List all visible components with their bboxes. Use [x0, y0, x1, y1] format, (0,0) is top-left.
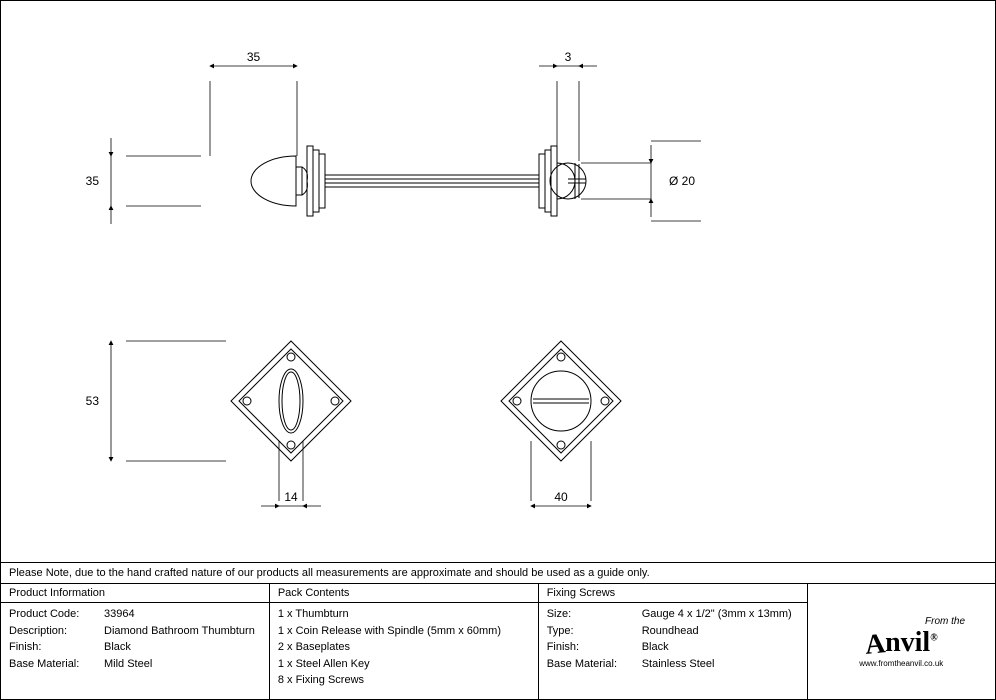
info-label: Finish: — [9, 639, 104, 656]
info-label: Type: — [547, 623, 642, 640]
pack-item: 8 x Fixing Screws — [278, 672, 530, 689]
product-info-col: Product Information Product Code:33964De… — [1, 584, 270, 699]
info-value: Black — [104, 639, 131, 656]
logo-pretext: From the — [925, 616, 965, 627]
info-row: Base Material:Stainless Steel — [547, 656, 799, 673]
info-row: Description:Diamond Bathroom Thumbturn — [9, 623, 261, 640]
drawing-sheet: 35 3 35 Ø 20 53 14 40 Please Note, due to the … — [0, 0, 996, 700]
info-label: Base Material: — [9, 656, 104, 673]
info-value: 33964 — [104, 606, 135, 623]
fixing-screws-body: Size:Gauge 4 x 1/2" (3mm x 13mm)Type:Rou… — [539, 603, 807, 675]
pack-contents-col: Pack Contents 1 x Thumbturn1 x Coin Rele… — [270, 584, 539, 699]
info-value: Mild Steel — [104, 656, 152, 673]
info-row: Size:Gauge 4 x 1/2" (3mm x 13mm) — [547, 606, 799, 623]
info-row: Finish:Black — [9, 639, 261, 656]
note-row: Please Note, due to the hand crafted nat… — [1, 563, 995, 584]
svg-text:40: 40 — [554, 490, 568, 504]
svg-text:14: 14 — [284, 490, 298, 504]
info-label: Size: — [547, 606, 642, 623]
svg-text:35: 35 — [247, 50, 261, 64]
product-info-body: Product Code:33964Description:Diamond Ba… — [1, 603, 269, 675]
svg-text:Ø 20: Ø 20 — [669, 174, 695, 188]
info-value: Black — [642, 639, 669, 656]
drawing-area: 35 3 35 Ø 20 53 14 40 — [1, 1, 995, 551]
info-label: Base Material: — [547, 656, 642, 673]
info-row: Base Material:Mild Steel — [9, 656, 261, 673]
svg-text:35: 35 — [86, 174, 100, 188]
pack-contents-body: 1 x Thumbturn1 x Coin Release with Spind… — [270, 603, 538, 692]
fixing-screws-header: Fixing Screws — [539, 584, 807, 603]
info-row: Product Code:33964 — [9, 606, 261, 623]
info-row: Type:Roundhead — [547, 623, 799, 640]
pack-item: 2 x Baseplates — [278, 639, 530, 656]
logo-rest: nvil — [885, 627, 930, 658]
fixing-screws-col: Fixing Screws Size:Gauge 4 x 1/2" (3mm x… — [539, 584, 808, 699]
svg-text:3: 3 — [565, 50, 572, 64]
pack-item: 1 x Coin Release with Spindle (5mm x 60m… — [278, 623, 530, 640]
info-area: Please Note, due to the hand crafted nat… — [1, 562, 995, 699]
pack-item: 1 x Thumbturn — [278, 606, 530, 623]
logo-main: Anvil® — [865, 627, 938, 659]
pack-item: 1 x Steel Allen Key — [278, 656, 530, 673]
logo-col: From the Anvil® www.fromtheanvil.co.uk — [808, 584, 995, 699]
pack-contents-header: Pack Contents — [270, 584, 538, 603]
info-value: Roundhead — [642, 623, 699, 640]
info-row: Finish:Black — [547, 639, 799, 656]
info-label: Finish: — [547, 639, 642, 656]
info-value: Gauge 4 x 1/2" (3mm x 13mm) — [642, 606, 792, 623]
info-value: Diamond Bathroom Thumbturn — [104, 623, 255, 640]
info-columns: Product Information Product Code:33964De… — [1, 584, 995, 699]
technical-drawing: 35 3 35 Ø 20 53 14 40 — [1, 1, 996, 561]
info-value: Stainless Steel — [642, 656, 715, 673]
svg-text:53: 53 — [86, 394, 100, 408]
info-label: Product Code: — [9, 606, 104, 623]
product-info-header: Product Information — [1, 584, 269, 603]
info-label: Description: — [9, 623, 104, 640]
